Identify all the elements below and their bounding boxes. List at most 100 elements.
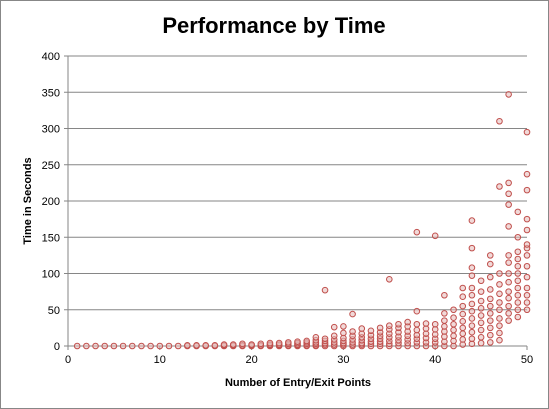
data-point xyxy=(486,286,494,293)
axes xyxy=(64,55,528,350)
y-tick-label: 400 xyxy=(42,51,60,63)
data-point xyxy=(523,299,531,306)
data-point xyxy=(193,341,200,349)
data-point xyxy=(477,339,485,347)
data-point xyxy=(340,323,347,330)
data-point xyxy=(367,327,375,335)
data-point xyxy=(468,328,476,336)
data-point xyxy=(468,217,476,224)
data-point xyxy=(239,340,246,348)
data-point xyxy=(468,315,476,322)
data-point xyxy=(340,329,347,337)
data-point xyxy=(229,341,237,348)
y-tick-label: 0 xyxy=(54,341,60,353)
data-point xyxy=(459,324,467,332)
data-point xyxy=(486,324,494,332)
data-point xyxy=(422,320,430,327)
data-point xyxy=(486,260,494,268)
data-point xyxy=(441,323,448,330)
data-point xyxy=(486,273,494,281)
data-point xyxy=(468,272,476,279)
data-point xyxy=(413,326,421,334)
x-tick-label: 0 xyxy=(65,354,71,366)
data-point xyxy=(514,313,522,321)
data-point xyxy=(468,322,476,330)
data-point xyxy=(496,336,503,344)
data-point xyxy=(496,117,503,125)
data-point xyxy=(330,323,338,331)
data-point xyxy=(413,320,421,328)
data-point xyxy=(441,317,448,324)
data-point xyxy=(450,306,457,314)
y-tick-label: 350 xyxy=(42,87,60,99)
data-points xyxy=(73,91,531,350)
data-point xyxy=(376,324,384,332)
data-point xyxy=(431,232,439,240)
data-point xyxy=(486,302,494,310)
data-point xyxy=(523,291,531,299)
data-point xyxy=(413,228,421,236)
data-point xyxy=(257,340,265,348)
data-point xyxy=(83,342,90,350)
x-tick-labels: 0 10 20 30 40 50 xyxy=(65,354,533,366)
data-point xyxy=(505,278,512,286)
y-tick-label: 300 xyxy=(42,124,60,136)
data-point xyxy=(156,342,164,350)
data-point xyxy=(174,342,182,350)
data-point xyxy=(505,259,512,266)
data-point xyxy=(523,284,531,292)
data-point xyxy=(441,291,448,299)
data-point xyxy=(505,302,512,310)
data-point xyxy=(514,291,522,299)
y-tick-label: 250 xyxy=(42,160,60,172)
data-point xyxy=(431,320,439,328)
data-point xyxy=(285,339,292,346)
x-axis-title: Number of Entry/Exit Points xyxy=(225,377,371,389)
data-point xyxy=(496,290,503,298)
data-point xyxy=(450,326,457,334)
data-point xyxy=(468,335,476,343)
data-point xyxy=(468,291,476,299)
data-point xyxy=(303,337,310,345)
data-point xyxy=(496,299,503,306)
data-point xyxy=(468,284,476,292)
data-point xyxy=(330,332,338,340)
data-point xyxy=(514,284,522,292)
data-point xyxy=(514,306,522,314)
data-point xyxy=(459,336,467,343)
chart-title: Performance by Time xyxy=(162,13,385,38)
data-point xyxy=(496,183,503,190)
data-point xyxy=(486,252,494,259)
data-point xyxy=(459,330,467,337)
data-point xyxy=(505,288,512,295)
data-point xyxy=(496,270,503,277)
data-point xyxy=(73,342,81,350)
data-point xyxy=(266,339,274,347)
data-point xyxy=(523,262,531,270)
x-tick-label: 20 xyxy=(245,354,257,366)
data-point xyxy=(395,320,402,328)
data-point xyxy=(138,342,145,350)
data-point xyxy=(184,341,191,349)
y-axis-title: Time in Seconds xyxy=(22,157,34,244)
data-point xyxy=(505,310,512,317)
data-point xyxy=(505,91,512,98)
data-point xyxy=(523,226,531,234)
data-point xyxy=(514,248,522,256)
data-point xyxy=(450,332,457,340)
data-point xyxy=(486,331,494,339)
x-tick-label: 10 xyxy=(154,354,166,366)
data-point xyxy=(496,329,503,337)
data-point xyxy=(110,342,118,350)
data-point xyxy=(514,277,522,285)
data-point xyxy=(514,233,522,241)
data-point xyxy=(358,325,366,332)
data-point xyxy=(477,297,485,305)
data-point xyxy=(496,281,503,288)
y-tick-labels: 0 50 100 150 200 250 300 350 400 xyxy=(42,51,60,353)
gridlines xyxy=(68,55,527,311)
data-point xyxy=(523,241,531,248)
data-point xyxy=(349,310,356,318)
data-point xyxy=(211,341,219,349)
data-point xyxy=(477,312,485,319)
